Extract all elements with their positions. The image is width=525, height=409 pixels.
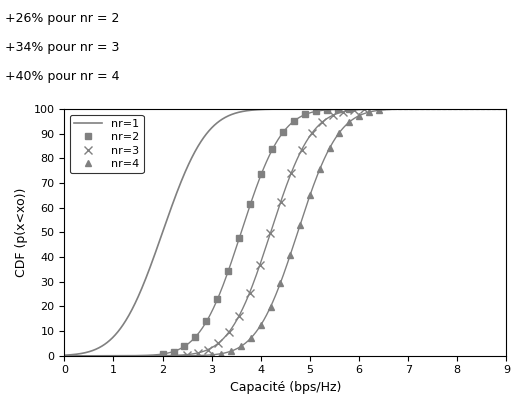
nr=4 (346, 119, 352, 124)
nr=4 (277, 281, 284, 285)
nr=1 (406, 106, 412, 111)
Line: nr=3: nr=3 (183, 105, 368, 359)
nr=3 (309, 130, 315, 135)
nr=2 (160, 352, 166, 357)
nr=3 (257, 262, 263, 267)
nr=4 (218, 351, 225, 356)
nr=4 (208, 353, 215, 357)
nr=2 (335, 107, 341, 112)
Text: +40% pour nr = 4: +40% pour nr = 4 (5, 70, 120, 83)
Y-axis label: CDF (p(x<xo)): CDF (p(x<xo)) (15, 188, 28, 277)
nr=2 (258, 171, 265, 176)
nr=2 (269, 147, 276, 152)
nr=4 (287, 252, 293, 257)
Text: +26% pour nr = 2: +26% pour nr = 2 (5, 12, 120, 25)
nr=2 (280, 130, 287, 135)
nr=3 (350, 108, 356, 112)
nr=1 (61, 353, 67, 357)
nr=1 (445, 106, 451, 111)
nr=1 (256, 107, 262, 112)
nr=4 (228, 348, 235, 353)
Line: nr=2: nr=2 (159, 106, 353, 357)
nr=3 (184, 352, 190, 357)
nr=4 (356, 113, 362, 118)
nr=2 (236, 235, 243, 240)
nr=3 (298, 148, 304, 153)
nr=4 (258, 323, 264, 328)
nr=2 (346, 107, 352, 112)
nr=2 (181, 344, 187, 349)
nr=3 (215, 341, 222, 346)
Line: nr=1: nr=1 (64, 109, 507, 355)
X-axis label: Capacité (bps/Hz): Capacité (bps/Hz) (229, 381, 341, 394)
nr=4 (327, 146, 333, 151)
nr=2 (313, 109, 319, 114)
nr=4 (267, 304, 274, 309)
nr=2 (203, 319, 209, 324)
nr=3 (246, 290, 253, 295)
nr=4 (366, 110, 372, 115)
nr=1 (365, 106, 371, 111)
nr=1 (503, 106, 510, 111)
nr=3 (267, 231, 274, 236)
Line: nr=4: nr=4 (208, 107, 382, 358)
nr=2 (324, 108, 330, 112)
nr=4 (317, 167, 323, 172)
nr=4 (336, 130, 342, 135)
nr=3 (288, 171, 295, 175)
nr=4 (238, 344, 244, 349)
Text: +34% pour nr = 3: +34% pour nr = 3 (5, 41, 120, 54)
nr=3 (361, 107, 367, 112)
nr=2 (214, 297, 220, 302)
nr=3 (236, 313, 242, 318)
nr=3 (278, 199, 284, 204)
nr=4 (248, 335, 254, 340)
nr=3 (194, 351, 201, 355)
nr=4 (307, 193, 313, 198)
nr=1 (106, 338, 112, 343)
nr=2 (225, 268, 232, 273)
nr=4 (375, 108, 382, 113)
nr=3 (319, 119, 326, 124)
nr=3 (205, 347, 211, 352)
nr=3 (340, 109, 346, 114)
nr=2 (302, 112, 309, 117)
nr=4 (297, 222, 303, 227)
nr=1 (240, 109, 246, 114)
nr=2 (171, 349, 177, 354)
nr=2 (291, 118, 298, 123)
nr=2 (192, 335, 198, 339)
Legend: nr=1, nr=2, nr=3, nr=4: nr=1, nr=2, nr=3, nr=4 (70, 115, 144, 173)
nr=1 (414, 106, 420, 111)
nr=2 (247, 202, 254, 207)
nr=3 (226, 330, 232, 335)
nr=3 (330, 113, 336, 118)
